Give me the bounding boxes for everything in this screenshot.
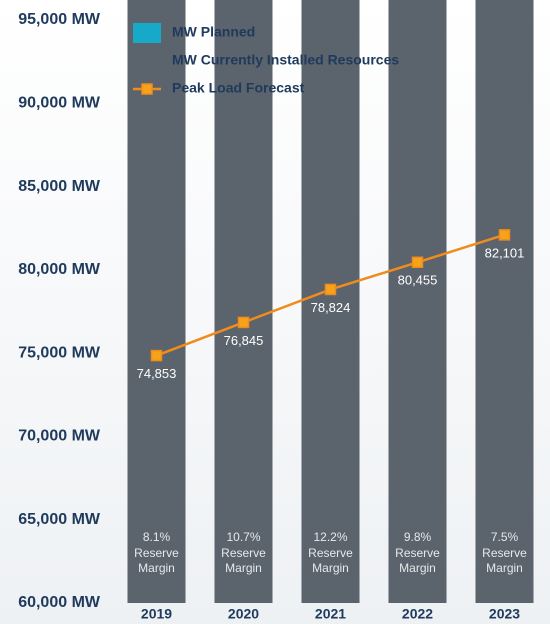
y-tick-label: 65,000 MW (18, 511, 101, 528)
legend-label: Peak Load Forecast (172, 80, 305, 96)
reserve-margin-value: 9.8% (404, 530, 432, 544)
x-tick-label: 2021 (315, 606, 346, 622)
reserve-margin-value: 12.2% (313, 530, 347, 544)
line-value-label: 74,853 (137, 366, 177, 381)
x-tick-label: 2022 (402, 606, 433, 622)
legend-label: MW Currently Installed Resources (172, 52, 399, 68)
reserve-margin-caption: Margin (225, 561, 262, 575)
y-tick-label: 60,000 MW (18, 594, 101, 611)
legend-swatch (133, 23, 161, 43)
reserve-margin-caption: Reserve (395, 546, 440, 560)
line-value-label: 82,101 (485, 245, 525, 260)
bar-segment (475, 0, 534, 603)
legend-swatch (133, 51, 161, 71)
reserve-margin-caption: Reserve (482, 546, 527, 560)
reserve-margin-value: 10.7% (226, 530, 260, 544)
bar-segment (301, 0, 360, 603)
line-value-label: 80,455 (398, 273, 438, 288)
y-tick-label: 90,000 MW (18, 95, 101, 112)
reserve-margin-caption: Margin (399, 561, 436, 575)
line-marker (411, 256, 424, 269)
legend-label: MW Planned (172, 24, 255, 40)
reserve-margin-value: 7.5% (491, 530, 519, 544)
bar-segment (214, 0, 273, 603)
reserve-margin-caption: Margin (312, 561, 349, 575)
reserve-margin-caption: Reserve (134, 546, 179, 560)
y-tick-label: 70,000 MW (18, 428, 101, 445)
y-tick-label: 85,000 MW (18, 178, 101, 195)
bar-segment (388, 0, 447, 603)
legend-marker (141, 83, 153, 95)
line-marker (237, 316, 250, 329)
x-tick-label: 2023 (489, 606, 520, 622)
reserve-margin-caption: Margin (486, 561, 523, 575)
bar-segment (127, 0, 186, 603)
line-value-label: 78,824 (311, 300, 351, 315)
line-marker (498, 229, 511, 241)
x-tick-label: 2020 (228, 606, 259, 622)
y-tick-label: 80,000 MW (18, 261, 101, 278)
reserve-margin-value: 8.1% (143, 530, 171, 544)
line-marker (150, 349, 163, 362)
y-tick-label: 95,000 MW (18, 11, 101, 28)
reserve-margin-caption: Margin (138, 561, 175, 575)
reserve-margin-caption: Reserve (308, 546, 353, 560)
y-tick-label: 75,000 MW (18, 344, 101, 361)
line-value-label: 76,845 (224, 333, 264, 348)
x-tick-label: 2019 (141, 606, 172, 622)
reserve-margin-caption: Reserve (221, 546, 266, 560)
line-marker (324, 283, 337, 296)
